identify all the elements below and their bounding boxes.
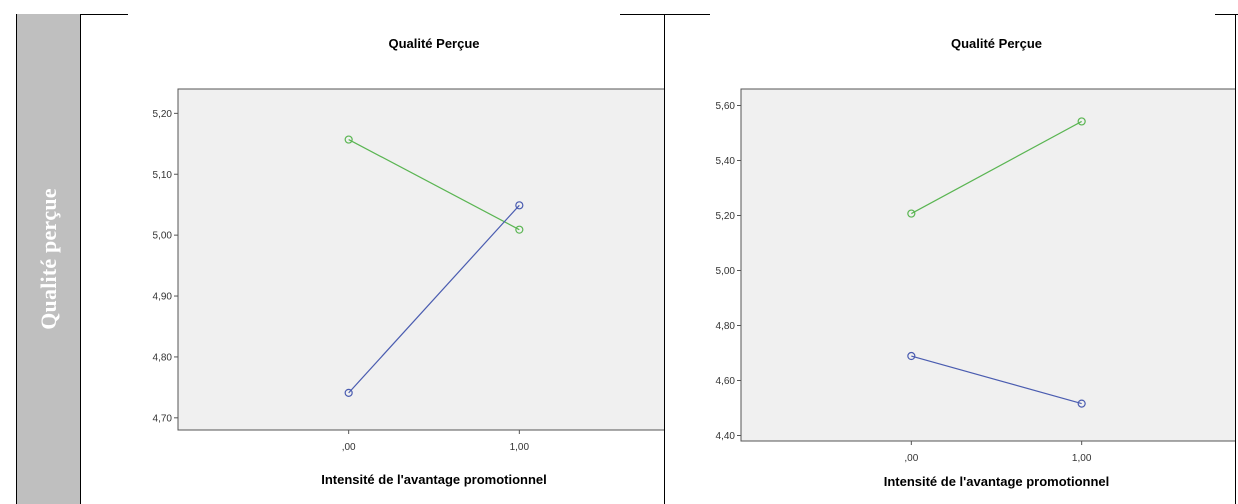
data-point-0 [344,135,353,144]
row-label-cell: Qualité perçue [16,14,81,504]
y-tick-label: 5,20 [716,211,736,222]
series-line-0 [348,139,520,231]
row-label: Qualité perçue [36,188,61,330]
data-point-1 [1077,399,1086,408]
chart-left: Qualité Perçue 4,70 4,80 4,90 5,00 5,10 5,20 ,0… [153,36,664,487]
data-point-0 [1077,117,1086,126]
series-line-1 [348,204,520,394]
chart-right: Qualité Perçue 4,40 4,60 4,80 5,00 5,20 5,40 5,… [716,36,1235,489]
divider-right [1235,14,1236,504]
y-tick-label: 5,60 [716,101,736,112]
chart-title: Qualité Perçue [951,36,1042,51]
y-tick-label: 5,00 [153,231,173,242]
divider-left [80,14,81,504]
y-tick-label: 4,60 [716,376,736,387]
series-line-0 [911,120,1082,215]
y-tick-label: 4,90 [153,292,173,303]
data-point-0 [907,209,916,218]
top-border-middle [620,14,710,15]
divider-middle [664,14,665,504]
top-border-right [1215,14,1238,15]
x-tick-label: 1,00 [510,442,530,453]
x-axis-label: Intensité de l'avantage promotionnel [884,474,1110,489]
x-tick-label: ,00 [904,453,918,464]
y-tick-label: 5,00 [716,266,736,277]
y-tick-label: 5,20 [153,109,173,120]
data-point-1 [907,351,916,361]
y-tick-label: 4,80 [153,352,173,363]
data-point-1 [515,201,524,210]
x-tick-label: 1,00 [1072,453,1092,464]
data-point-1 [344,388,353,397]
x-axis-label: Intensité de l'avantage promotionnel [321,472,547,487]
y-tick-label: 5,40 [716,156,736,167]
y-tick-label: 4,70 [153,413,173,424]
x-tick-label: ,00 [342,442,356,453]
chart-title: Qualité Perçue [388,36,479,51]
plot-area [177,88,664,431]
y-tick-label: 5,10 [153,170,173,181]
y-tick-label: 4,40 [716,431,736,442]
y-tick-label: 4,80 [716,321,736,332]
data-point-0 [515,225,524,234]
plot-area [740,88,1235,442]
series-line-1 [911,355,1082,405]
